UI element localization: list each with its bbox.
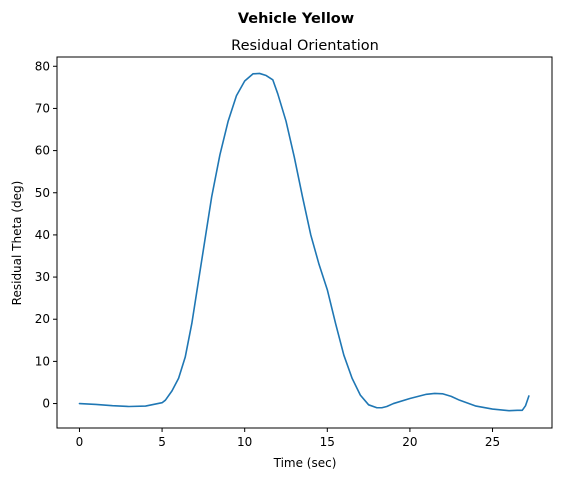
y-axis-label: Residual Theta (deg) xyxy=(10,181,24,306)
y-tick-label: 40 xyxy=(35,228,50,242)
y-tick-label: 10 xyxy=(35,354,50,368)
x-tick-label: 0 xyxy=(76,435,84,449)
x-axis-ticks: 0 5 10 15 20 25 xyxy=(76,428,500,449)
chart-title: Residual Orientation xyxy=(231,38,379,54)
chart-suptitle: Vehicle Yellow xyxy=(238,11,354,27)
y-tick-label: 60 xyxy=(35,144,50,158)
y-axis-ticks: 0 10 20 30 40 50 60 70 80 xyxy=(35,59,57,411)
axes-frame xyxy=(56,56,553,429)
x-tick-label: 25 xyxy=(485,435,500,449)
y-tick-label: 30 xyxy=(35,270,50,284)
y-tick-label: 50 xyxy=(35,186,50,200)
y-tick-label: 0 xyxy=(42,397,50,411)
plot-area: 0 5 10 15 20 25 0 10 20 30 40 50 60 70 80 xyxy=(35,56,553,449)
x-tick-label: 10 xyxy=(237,435,252,449)
x-tick-label: 5 xyxy=(158,435,166,449)
x-tick-label: 15 xyxy=(320,435,335,449)
x-tick-label: 20 xyxy=(402,435,417,449)
x-axis-label: Time (sec) xyxy=(273,456,337,470)
series-layer xyxy=(78,72,530,412)
y-tick-label: 80 xyxy=(35,59,50,73)
series-line-0 xyxy=(78,72,530,412)
y-tick-label: 20 xyxy=(35,312,50,326)
y-tick-label: 70 xyxy=(35,101,50,115)
